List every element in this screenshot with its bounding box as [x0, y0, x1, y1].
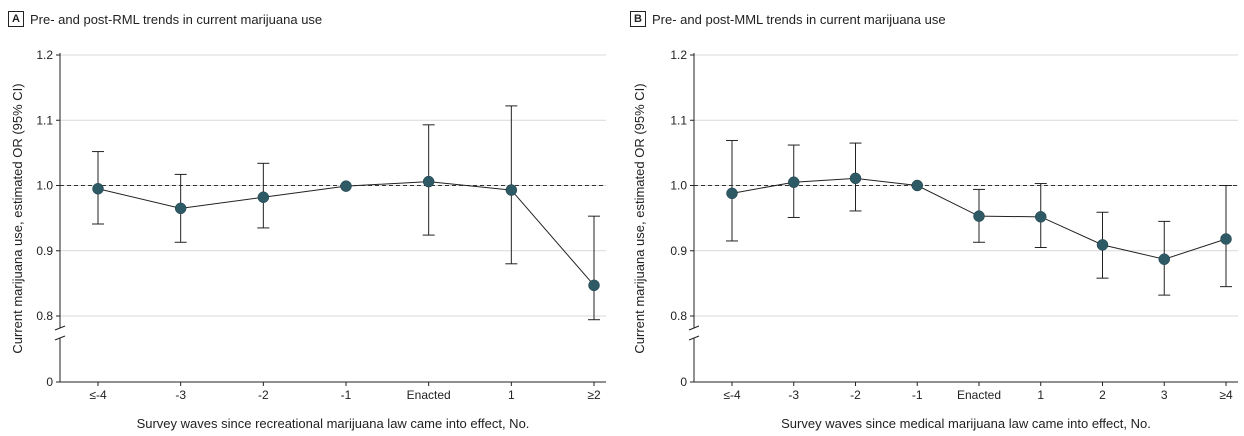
series-line [97, 181, 595, 286]
x-tick-label: 2 [1099, 388, 1106, 402]
data-point [973, 210, 985, 222]
x-tick-label: 1 [1037, 388, 1044, 402]
data-point [257, 191, 270, 203]
data-point [911, 179, 923, 192]
panel-a-chart: 0 0.8 0.9 1.0 1.1 1.2 ≤-4 -3 -2 -1 Enacted 1 ≥2 Surve… [10, 48, 606, 431]
x-tick-label: ≤-4 [89, 388, 107, 402]
axis-break-mark [54, 325, 66, 331]
y-tick-label: 0.8 [670, 309, 687, 323]
x-tick-label: -1 [912, 388, 923, 402]
panel-a: A Pre- and post-RML trends in current ma… [8, 10, 606, 431]
x-tick-label: ≤-4 [723, 388, 741, 402]
data-point [849, 172, 862, 185]
y-axis-title: Current marijuana use, estimated OR (95%… [632, 83, 647, 353]
data-point [92, 183, 104, 195]
panel-b-title: Pre- and post-MML trends in current mari… [652, 11, 946, 27]
x-tick-label: ≥4 [1219, 388, 1233, 402]
y-tick-label: 0 [46, 375, 53, 389]
panel-a-letter: A [8, 11, 24, 27]
x-axis-title: Survey waves since recreational marijuan… [137, 416, 530, 431]
x-tick-label: -1 [341, 388, 352, 402]
axis-break-mark [54, 335, 66, 341]
x-tick-label: -2 [258, 388, 269, 402]
y-tick-label: 1.0 [670, 179, 687, 193]
y-tick-label: 1.2 [36, 48, 53, 62]
x-tick-label: 1 [508, 388, 515, 402]
data-point [1035, 211, 1047, 223]
data-point [788, 176, 800, 188]
x-tick-label: 3 [1161, 388, 1168, 402]
data-point [1096, 239, 1109, 251]
data-point [726, 187, 738, 200]
data-point [1220, 233, 1232, 245]
x-tick-label: -3 [788, 388, 799, 402]
data-point [340, 180, 352, 192]
axis-break-mark [688, 335, 700, 341]
x-tick-label: -2 [850, 388, 861, 402]
y-tick-label: 1.1 [36, 113, 53, 127]
panel-b: B Pre- and post-MML trends in current ma… [622, 0, 1244, 436]
axis-break-mark [688, 325, 700, 331]
data-point [174, 202, 187, 215]
x-tick-label: -3 [175, 388, 186, 402]
data-point [588, 279, 600, 292]
panel-a-header: A Pre- and post-RML trends in current ma… [8, 10, 322, 28]
panel-b-letter: B [630, 11, 646, 27]
y-tick-label: 1.2 [670, 48, 687, 62]
y-axis-title: Current marijuana use, estimated OR (95%… [10, 83, 25, 353]
data-point [1158, 253, 1170, 265]
data-point [505, 184, 518, 196]
y-tick-label: 1.1 [670, 113, 687, 127]
x-tick-label: ≥2 [587, 388, 601, 402]
data-point [422, 175, 435, 188]
y-tick-label: 0 [680, 375, 687, 389]
panel-b-header: B Pre- and post-MML trends in current ma… [630, 10, 946, 28]
y-tick-label: 0.9 [670, 244, 687, 258]
x-tick-label: Enacted [407, 388, 451, 402]
x-tick-label: Enacted [957, 388, 1001, 402]
y-tick-label: 1.0 [36, 179, 53, 193]
y-tick-label: 0.9 [36, 244, 53, 258]
panel-b-chart: 0 0.8 0.9 1.0 1.1 1.2 ≤-4 -3 -2 -1 Enacted 1 2 3 ≥4 Sur… [632, 48, 1238, 431]
panel-a-title: Pre- and post-RML trends in current mari… [30, 11, 323, 27]
x-axis-title: Survey waves since medical marijuana law… [781, 416, 1151, 431]
y-tick-label: 0.8 [36, 309, 53, 323]
